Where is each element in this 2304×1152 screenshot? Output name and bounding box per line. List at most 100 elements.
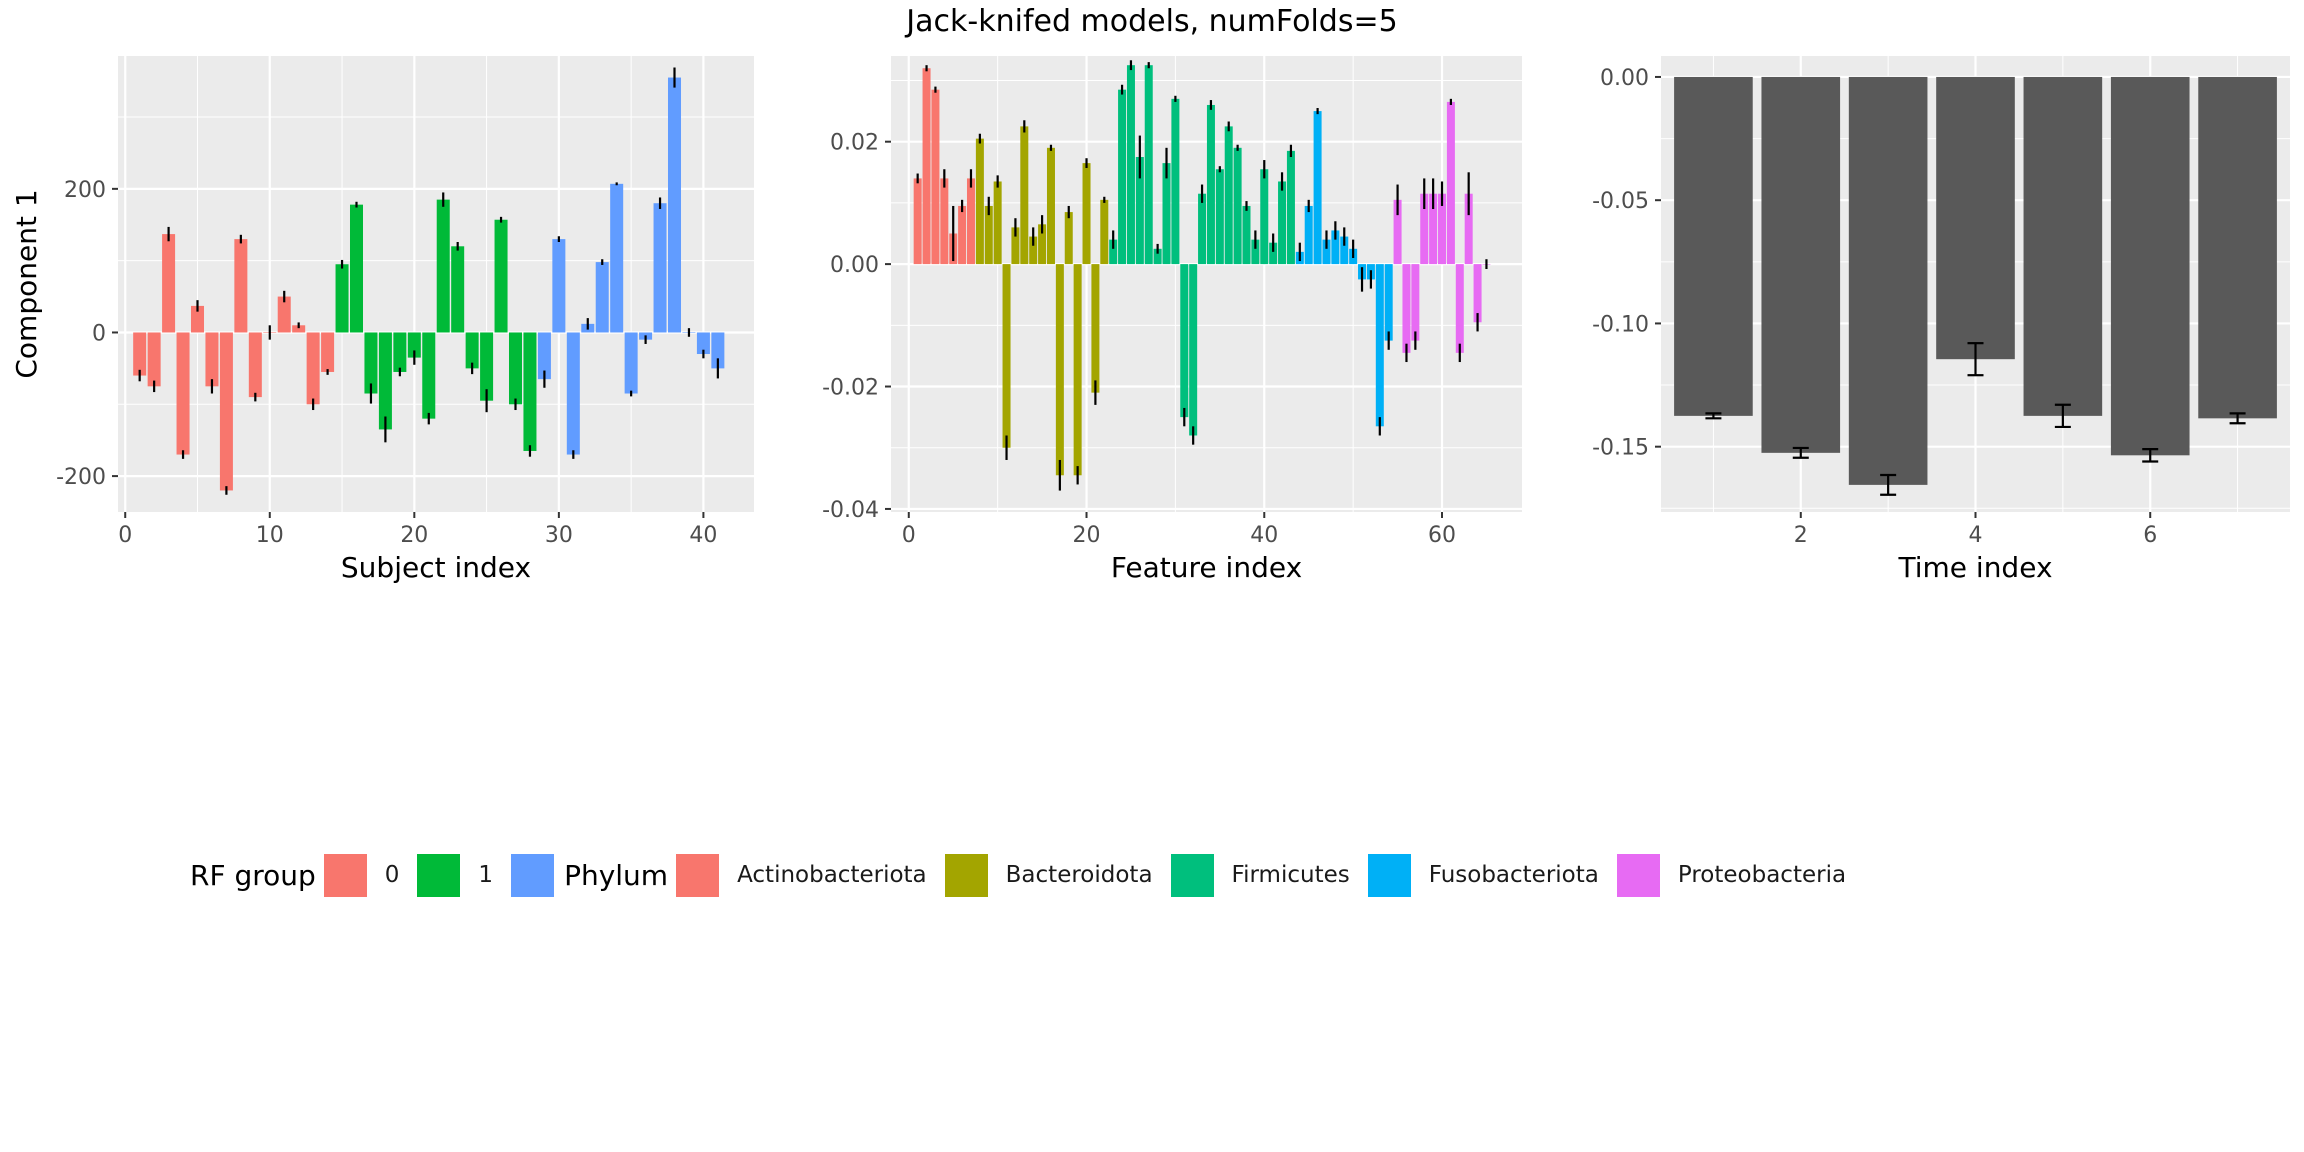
bar (1100, 199, 1109, 265)
bar (1420, 193, 1429, 265)
bar (566, 332, 580, 455)
bar (1046, 147, 1055, 265)
bar (984, 205, 993, 265)
x-axis-title: Feature index (1111, 551, 1302, 584)
bar (1162, 163, 1171, 265)
bar (133, 332, 147, 376)
bar (176, 332, 190, 455)
bar (1322, 239, 1331, 265)
bar (667, 77, 682, 333)
bar (1233, 147, 1242, 265)
x-tick-label: 6 (2143, 523, 2157, 548)
x-tick-label: 40 (689, 523, 717, 548)
bar (1260, 169, 1269, 265)
bar (1384, 264, 1393, 341)
bar (1064, 212, 1073, 265)
legend-key-proteobacteria (1616, 853, 1660, 897)
bar (1269, 242, 1278, 265)
bar (523, 332, 537, 451)
bar (234, 239, 248, 333)
bar (1073, 264, 1082, 476)
bar (1251, 239, 1260, 265)
x-tick-label: 4 (1969, 523, 1983, 548)
bar (993, 181, 1002, 265)
bar (1198, 193, 1207, 265)
bar (1082, 163, 1091, 265)
bar (1011, 227, 1020, 265)
bar (162, 234, 176, 333)
legend-label-firmicutes: Firmicutes (1231, 862, 1350, 888)
bar (407, 332, 421, 358)
bar (190, 305, 205, 333)
bar (480, 332, 494, 401)
x-tick-label: 20 (400, 523, 428, 548)
subject-panel: -200 0 200 0 10 20 30 40 Subject index Component … (10, 56, 754, 584)
bar (1313, 111, 1322, 265)
x-axis-title: Subject index (341, 551, 531, 584)
bar (422, 332, 436, 419)
bar (1278, 181, 1287, 265)
x-tick-label: 60 (1428, 523, 1456, 548)
legend-rf-title: RF group (190, 858, 316, 892)
bar (913, 178, 922, 265)
bar (451, 246, 465, 333)
y-tick-label: -0.05 (1592, 189, 1649, 214)
bar (1286, 150, 1295, 265)
bar (1674, 76, 1753, 416)
legend-label-rf0: 0 (384, 862, 400, 888)
y-tick-label: -0.15 (1592, 436, 1649, 461)
legend-label-rf1: 1 (478, 862, 494, 888)
bar (1215, 169, 1224, 265)
y-tick-label: -0.04 (822, 498, 879, 523)
bar (321, 332, 335, 372)
bar (1331, 230, 1340, 265)
bar (537, 332, 551, 380)
y-tick-label: 200 (64, 178, 106, 203)
y-tick-label: 0.00 (830, 253, 879, 278)
bar (1848, 76, 1928, 485)
bar (2198, 76, 2277, 419)
bar (711, 332, 725, 369)
figure-title: Jack-knifed models, numFolds=5 (906, 4, 1398, 39)
bar (248, 332, 262, 398)
bar (1153, 248, 1162, 265)
legend-key-rf1 (417, 853, 461, 897)
bar (931, 89, 940, 265)
bar (1761, 76, 1841, 453)
x-tick-label: 0 (902, 523, 916, 548)
legend-label-bacteroidota: Bacteroidota (1005, 862, 1153, 888)
bar (508, 332, 523, 405)
bar (335, 264, 349, 333)
bar (552, 239, 566, 333)
bar (393, 332, 407, 372)
bar (1446, 101, 1455, 265)
bar (1135, 156, 1144, 265)
bar (465, 332, 479, 369)
bar (1473, 264, 1482, 323)
legend: RF group 0 1 Phylum Actinobacteriota Bac… (190, 852, 1864, 898)
bar (966, 178, 975, 265)
bar (205, 332, 219, 387)
bar (1936, 76, 2015, 360)
legend-key-bacteroidota (944, 853, 988, 897)
y-tick-label: -0.10 (1592, 312, 1649, 337)
y-tick-label: -200 (56, 465, 106, 490)
feature-panel: -0.04 -0.02 0.00 0.02 0 20 40 60 Feature index (822, 56, 1522, 584)
x-axis-title: Time index (1897, 551, 2052, 584)
bar (1055, 264, 1064, 476)
bar (1091, 264, 1100, 393)
y-tick-label: 0.00 (1600, 66, 1649, 91)
legend-key-firmicutes (1170, 853, 1214, 897)
bar (1002, 264, 1011, 448)
bar (1038, 224, 1047, 265)
legend-key-rf2 (511, 853, 555, 897)
bar (494, 219, 508, 333)
y-axis-title: Component 1 (10, 189, 43, 378)
bar (219, 332, 233, 491)
bar (349, 204, 364, 333)
bar (1393, 199, 1402, 265)
bar (1304, 205, 1313, 265)
legend-key-rf0 (323, 853, 367, 897)
bar (958, 205, 967, 265)
x-tick-label: 40 (1250, 523, 1278, 548)
